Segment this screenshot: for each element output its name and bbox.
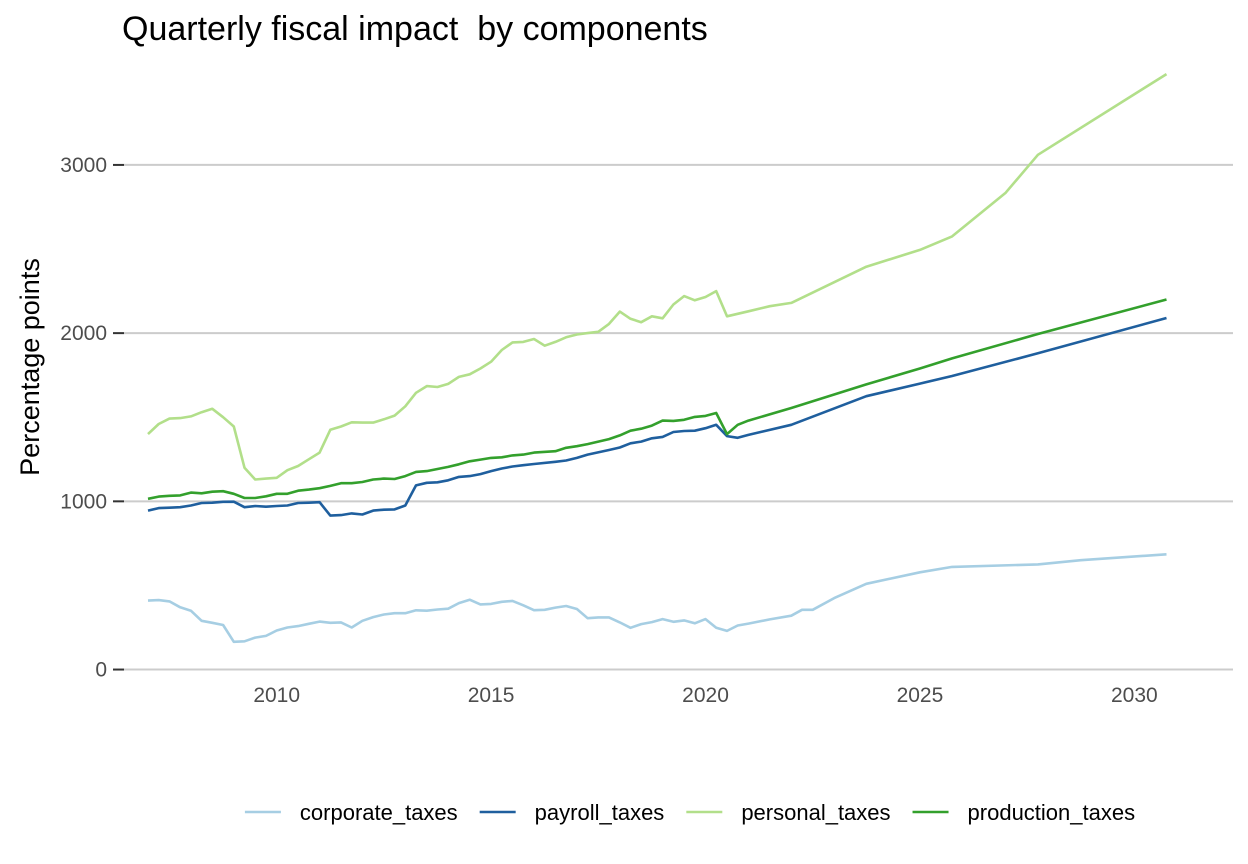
legend-label: production_taxes: [968, 800, 1136, 825]
legend-item-personal-taxes: personal_taxes: [686, 800, 891, 825]
series-line-production-taxes: [147, 298, 1167, 501]
y-axis-title: Percentage points: [15, 258, 45, 476]
legend-item-production-taxes: production_taxes: [912, 800, 1136, 825]
y-tick-label: 2000: [60, 322, 107, 345]
chart-title: Quarterly fiscal impact by components: [122, 10, 708, 48]
legend-item-corporate-taxes: corporate_taxes: [244, 800, 458, 825]
legend: corporate_taxes payroll_taxes personal_tax…: [244, 800, 1136, 825]
legend-label: payroll_taxes: [535, 800, 665, 825]
legend-label: personal_taxes: [741, 800, 890, 825]
legend-item-payroll-taxes: payroll_taxes: [479, 800, 665, 825]
y-tick-label: 0: [95, 659, 107, 682]
y-axis-ticks: 0 1000 2000 3000: [60, 154, 124, 682]
series-line-payroll-taxes: [147, 316, 1167, 517]
x-tick-label: 2030: [1111, 684, 1158, 707]
x-tick-label: 2025: [897, 684, 944, 707]
series-line-personal-taxes: [147, 72, 1168, 481]
y-tick-label: 3000: [60, 154, 107, 177]
grid-lines: [124, 163, 1233, 671]
series-lines: [147, 72, 1168, 644]
x-tick-label: 2015: [468, 684, 515, 707]
series-line-corporate-taxes: [147, 553, 1167, 644]
x-tick-label: 2010: [253, 684, 300, 707]
y-tick-label: 1000: [60, 490, 107, 513]
x-tick-label: 2020: [682, 684, 729, 707]
x-axis-ticks: 2010 2015 2020 2025 2030: [253, 684, 1157, 707]
legend-label: corporate_taxes: [300, 800, 458, 825]
